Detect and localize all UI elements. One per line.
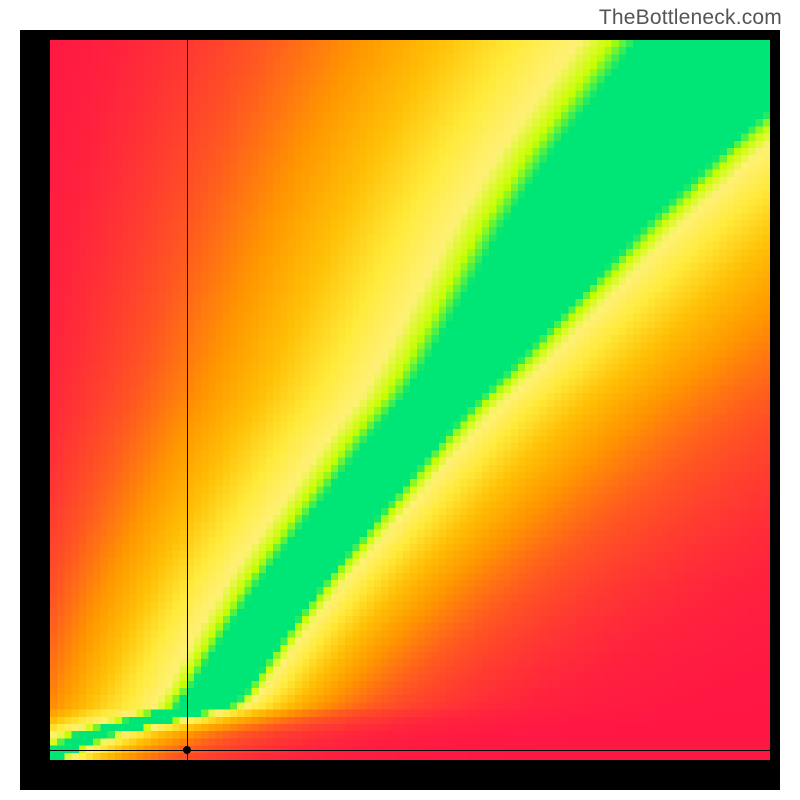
heatmap-plot (50, 40, 770, 760)
chart-frame (20, 30, 780, 790)
site-watermark: TheBottleneck.com (599, 6, 782, 30)
heatmap-canvas (50, 40, 770, 760)
